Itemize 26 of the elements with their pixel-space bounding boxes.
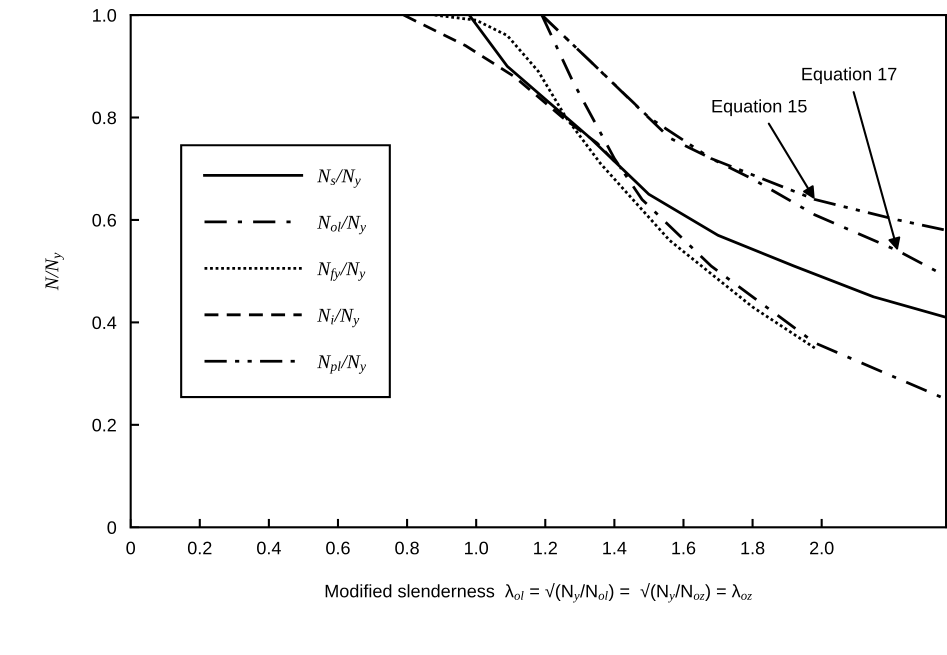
y-tick-label: 0.6: [92, 214, 116, 227]
y-tick-label: 0.8: [92, 111, 116, 124]
x-tick-label: 2.0: [810, 542, 834, 554]
y-tick-label: 0.4: [92, 316, 116, 330]
x-tick-label: 0.6: [326, 542, 350, 554]
x-tick-label: 1.8: [741, 542, 764, 554]
legend-label: N$_{ol}$/N$_{y}$: [317, 216, 366, 234]
x-tick-label: 0.2: [188, 542, 212, 554]
x-tick-label: 0: [126, 542, 135, 554]
legend-label: N$_{pl}$/N$_{y}$: [317, 355, 366, 374]
annotation: Equation 15: [712, 99, 807, 116]
y-tick-label: 0: [107, 521, 116, 534]
y-tick-label: 0.2: [92, 418, 116, 432]
legend-label: N$_{s}$/N$_{y}$: [317, 169, 361, 188]
y-axis-title: N/N$_{y}$: [45, 252, 64, 290]
x-tick-label: 1.0: [465, 542, 488, 554]
legend-label: N$_{fy}$/N$_{y}$: [317, 262, 366, 281]
y-tick-label: 1.0: [93, 9, 116, 22]
annotation: Equation 17: [802, 67, 896, 84]
x-tick-label: 1.2: [534, 542, 557, 554]
x-tick-label: 0.8: [395, 542, 419, 554]
legend-label: N$_{i}$/N$_{y}$: [317, 308, 360, 328]
x-tick-label: 1.4: [603, 542, 626, 554]
x-tick-label: 1.6: [672, 542, 696, 554]
x-tick-label: 0.4: [257, 542, 281, 554]
text: Modified slenderness λ$_{ol}$ = √(N$_{y}$/N$_{ol}$) = √(N$_{y}$/N$_{oz}$) = λ$_{oz}$: [326, 582, 752, 602]
